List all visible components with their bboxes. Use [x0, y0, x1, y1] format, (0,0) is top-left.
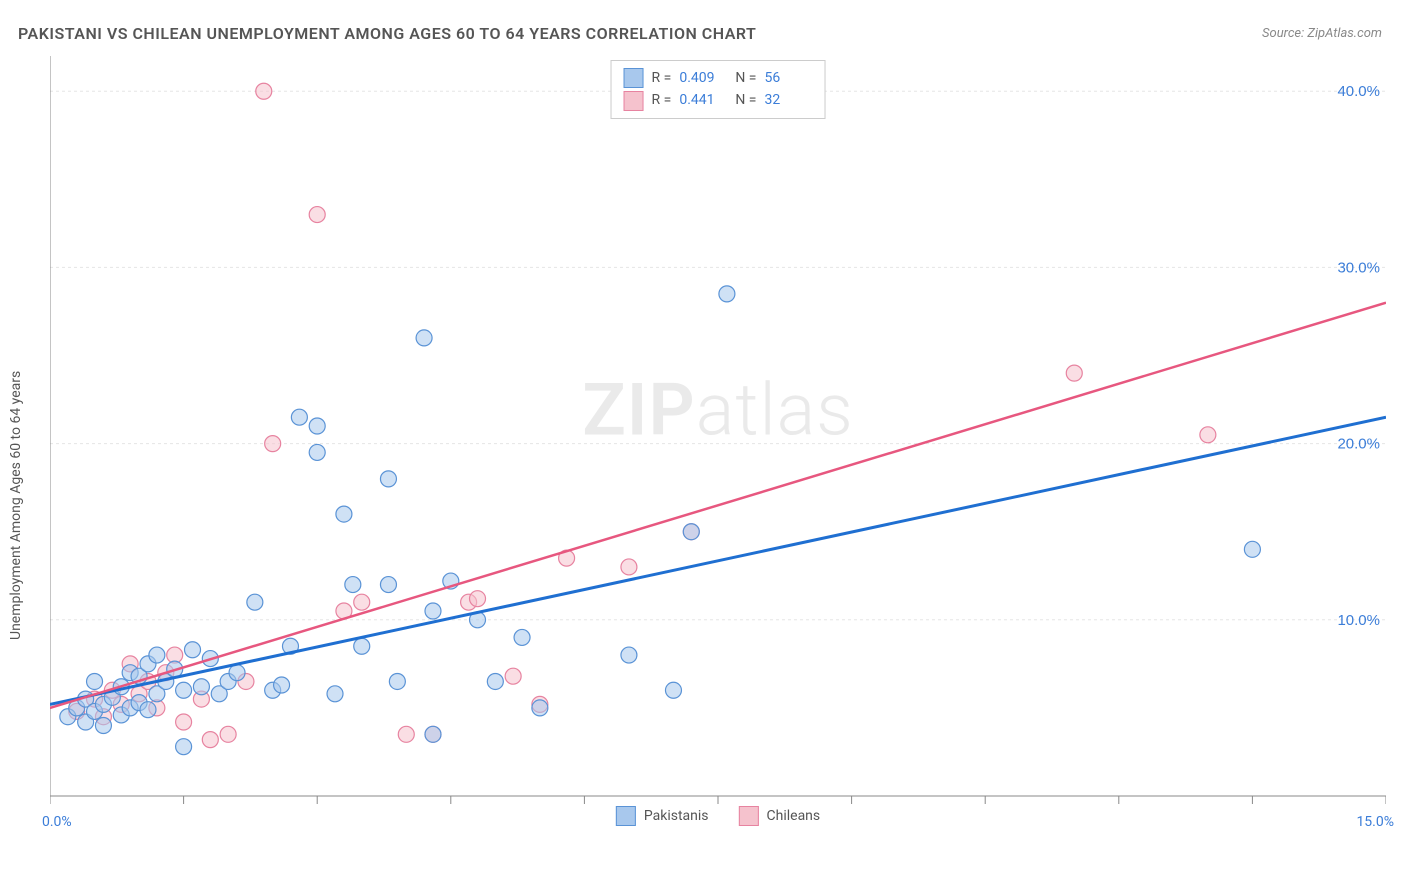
- chart-title: PAKISTANI VS CHILEAN UNEMPLOYMENT AMONG …: [18, 24, 756, 43]
- swatch-pakistanis-bottom: [616, 806, 636, 826]
- stats-row-pakistanis: R = 0.409 N = 56: [624, 67, 813, 89]
- stats-legend: R = 0.409 N = 56 R = 0.441 N = 32: [611, 60, 826, 119]
- stats-row-chileans: R = 0.441 N = 32: [624, 89, 813, 111]
- legend-item-pakistanis: Pakistanis: [616, 806, 709, 826]
- svg-text:40.0%: 40.0%: [1337, 83, 1380, 100]
- y-axis-label: Unemployment Among Ages 60 to 64 years: [8, 371, 24, 640]
- x-axis-min-label: 0.0%: [42, 814, 72, 830]
- x-axis-max-label: 15.0%: [1356, 814, 1394, 830]
- svg-text:20.0%: 20.0%: [1337, 436, 1380, 453]
- legend-item-chileans: Chileans: [739, 806, 821, 826]
- svg-text:30.0%: 30.0%: [1337, 259, 1380, 276]
- bottom-legend: Pakistanis Chileans: [616, 806, 820, 826]
- swatch-pakistanis: [624, 68, 644, 88]
- scatter-chart-svg: 10.0% 20.0% 30.0% 40.0%: [50, 56, 1386, 826]
- swatch-chileans-bottom: [739, 806, 759, 826]
- swatch-chileans: [624, 91, 644, 111]
- svg-text:10.0%: 10.0%: [1337, 612, 1380, 629]
- source-label: Source: ZipAtlas.com: [1262, 26, 1382, 41]
- chart-area: 10.0%20.0%30.0%40.0% ZIPatlas R = 0.409 …: [50, 56, 1386, 826]
